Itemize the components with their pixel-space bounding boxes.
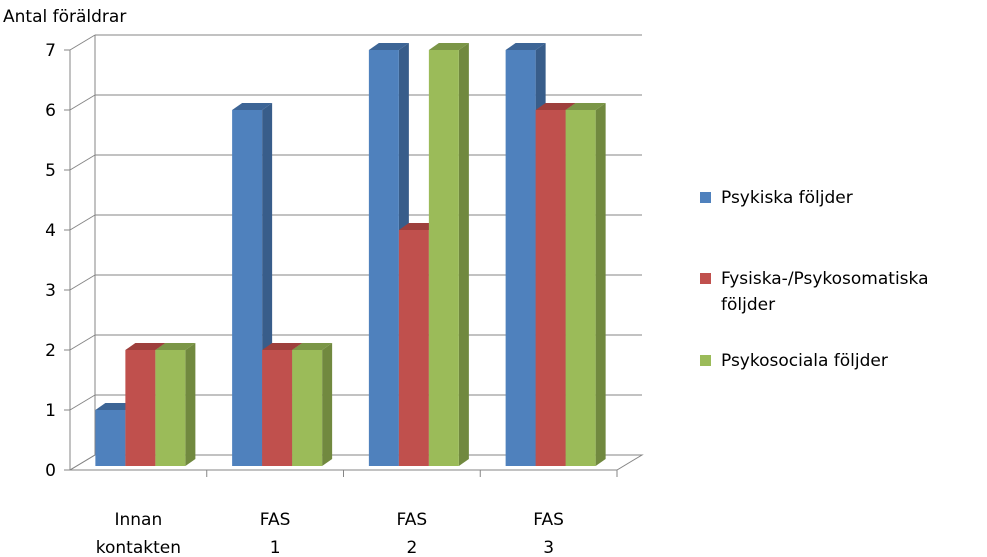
- bar: [232, 110, 263, 466]
- bar-top: [232, 103, 273, 110]
- bar-side: [458, 43, 469, 466]
- legend-swatch: [700, 273, 711, 284]
- y-tick-label: 1: [45, 401, 56, 421]
- x-tick-label-line: FAS: [260, 510, 291, 530]
- legend-swatch: [700, 355, 711, 366]
- bar: [95, 410, 126, 466]
- bar: [262, 350, 293, 466]
- x-tick-label-line: 3: [543, 538, 554, 557]
- legend-item-fysiska: Fysiska-/Psykosomatiska följder: [700, 266, 976, 318]
- gridline-side: [69, 394, 96, 411]
- gridline-side: [69, 94, 96, 111]
- x-tick-label: FAS 3: [533, 510, 564, 557]
- x-tick-label-line: 2: [406, 538, 417, 557]
- bar: [368, 50, 399, 466]
- bar: [565, 110, 596, 466]
- bar: [125, 350, 156, 466]
- x-tick-label: Innan kontakten: [96, 510, 181, 557]
- x-tick-label-line: FAS: [397, 510, 428, 530]
- y-tick-label: 4: [45, 221, 56, 241]
- legend-item-psykosociala: Psykosociala följder: [700, 348, 976, 374]
- y-tick-label: 3: [45, 281, 56, 301]
- gridline-side: [69, 334, 96, 351]
- bar: [505, 50, 536, 466]
- bar-side: [185, 343, 196, 466]
- bar-top: [292, 343, 333, 350]
- bars: [95, 43, 606, 466]
- bar-side: [595, 103, 606, 466]
- x-tick-label: FAS 2: [397, 510, 428, 557]
- bar: [428, 50, 459, 466]
- legend-swatch: [700, 192, 711, 203]
- bar: [398, 230, 429, 466]
- gridline-side: [69, 214, 96, 231]
- legend-item-psykiska: Psykiska följder: [700, 185, 976, 211]
- x-tick-label: FAS 1: [260, 510, 291, 557]
- gridline-side: [69, 34, 96, 51]
- bar-top: [368, 43, 409, 50]
- bar: [155, 350, 186, 466]
- y-tick-label: 2: [45, 341, 56, 361]
- bar: [292, 350, 323, 466]
- x-tick-label-line: FAS: [533, 510, 564, 530]
- y-tick-label: 0: [45, 461, 56, 481]
- legend-label: Fysiska-/Psykosomatiska följder: [721, 269, 929, 315]
- bar-top: [155, 343, 196, 350]
- bar-top: [125, 343, 166, 350]
- gridline-side: [69, 274, 96, 291]
- bar-side: [322, 343, 333, 466]
- bar-top: [505, 43, 546, 50]
- y-axis-label: Antal föräldrar: [3, 7, 126, 27]
- axes: 0 1 2 3 4 5 6 7 Innan kontakten FAS 1 FAS 2 FAS 3: [45, 41, 618, 557]
- bar-top: [428, 43, 469, 50]
- y-tick-label: 6: [45, 101, 56, 121]
- bar-top: [535, 103, 576, 110]
- legend-label: Psykosociala följder: [721, 351, 888, 371]
- bar-top: [565, 103, 606, 110]
- x-tick-label-line: Innan: [114, 510, 162, 530]
- y-tick-label: 7: [45, 41, 56, 61]
- x-tick-label-line: 1: [270, 538, 281, 557]
- y-tick-label: 5: [45, 161, 56, 181]
- legend-label: Psykiska följder: [721, 188, 853, 208]
- x-tick-label-line: kontakten: [96, 538, 181, 557]
- bar: [535, 110, 566, 466]
- bar-top: [262, 343, 303, 350]
- gridline-side: [69, 154, 96, 171]
